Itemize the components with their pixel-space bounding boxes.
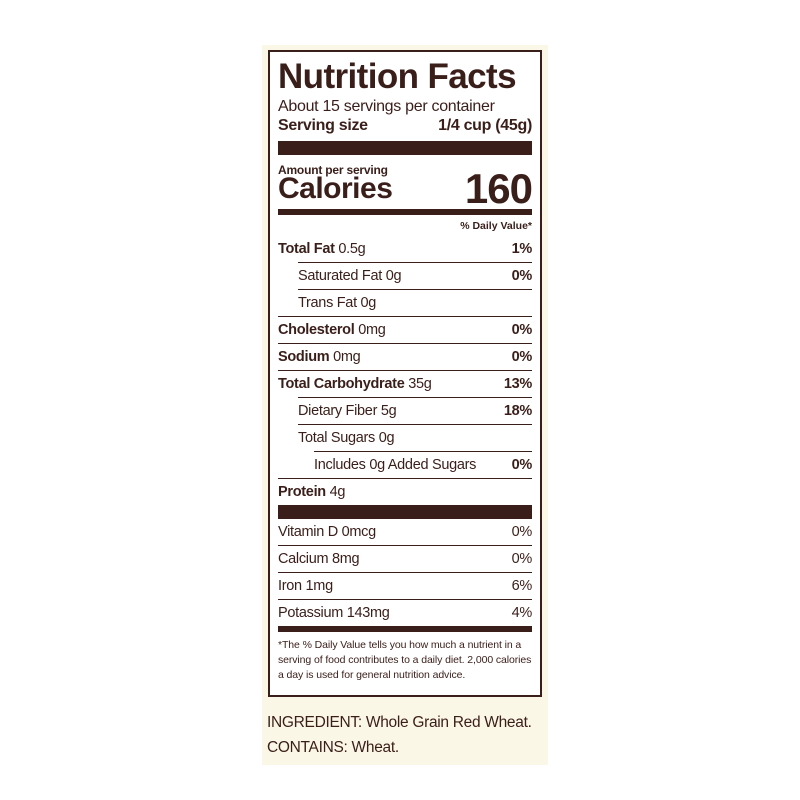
nutrient-row: Calcium 8mg 0% xyxy=(278,545,532,572)
nutrient-name: Protein xyxy=(278,484,326,500)
nutrient-row: Saturated Fat 0g 0% xyxy=(298,262,532,289)
daily-value: 6% xyxy=(511,578,533,594)
nutrient-row: Includes 0g Added Sugars 0% xyxy=(314,451,532,478)
nutrient: Cholesterol 0mg xyxy=(278,317,386,343)
nutrient-row: Total Fat 0.5g 1% xyxy=(278,236,532,262)
daily-value: 0% xyxy=(511,551,533,567)
daily-value-header: % Daily Value* xyxy=(460,220,532,232)
nutrient-amount: 8mg xyxy=(332,551,360,567)
nutrient-amount: 1mg xyxy=(305,578,334,594)
nutrient-amount: 0g xyxy=(360,295,377,311)
nutrient-row: Dietary Fiber 5g 18% xyxy=(298,397,532,424)
daily-value: 13% xyxy=(503,376,532,392)
amount-per-serving: Amount per serving xyxy=(278,163,388,177)
nutrient-amount: 0.5g xyxy=(338,241,366,257)
nutrient: Trans Fat 0g xyxy=(298,290,376,316)
divider xyxy=(278,626,532,632)
nutrient-name: Iron xyxy=(278,578,302,594)
daily-value: 0% xyxy=(511,322,533,338)
nutrient-name: Saturated Fat xyxy=(298,268,382,284)
nutrient-name: Sodium xyxy=(278,349,330,365)
nutrient-name: Total Fat xyxy=(278,241,335,257)
daily-value: 0% xyxy=(511,268,533,284)
daily-value: 0% xyxy=(511,524,533,540)
nutrient: Total Carbohydrate 35g xyxy=(278,371,432,397)
nutrient-row: Trans Fat 0g xyxy=(298,289,532,316)
calories-label: Calories xyxy=(278,172,393,205)
nutrient-row: Total Sugars 0g xyxy=(298,424,532,451)
ingredients: INGREDIENT: Whole Grain Red Wheat. CONTA… xyxy=(267,714,532,756)
nutrient-name: Calcium xyxy=(278,551,329,567)
nutrient-row: Potassium 143mg 4% xyxy=(278,599,532,626)
nutrient-name: Dietary Fiber xyxy=(298,403,378,419)
nutrient-amount: 35g xyxy=(408,376,432,392)
nutrient-row: Cholesterol 0mg 0% xyxy=(278,316,532,343)
title: Nutrition Facts xyxy=(278,57,517,96)
daily-value: 4% xyxy=(511,605,533,621)
nutrient: Includes 0g Added Sugars xyxy=(314,452,476,478)
nutrient: Protein 4g xyxy=(278,479,345,505)
divider xyxy=(278,505,532,519)
nutrient-amount: 0mcg xyxy=(341,524,377,540)
daily-value: 0% xyxy=(511,457,533,473)
nutrient-amount: 143mg xyxy=(346,605,390,621)
nutrient-name: Cholesterol xyxy=(278,322,355,338)
daily-value: 1% xyxy=(511,241,533,257)
nutrient-name: Total Sugars xyxy=(298,430,375,446)
nutrient-name: Vitamin D xyxy=(278,524,338,540)
nutrient: Calcium 8mg xyxy=(278,546,360,572)
nutrient: Dietary Fiber 5g xyxy=(298,398,397,424)
nutrient-name: Potassium xyxy=(278,605,343,621)
divider xyxy=(278,209,532,215)
calories: Calories 160 xyxy=(278,165,533,212)
servings: About 15 servings per container xyxy=(278,98,495,115)
nutrient-amount: 0g xyxy=(385,268,402,284)
nutrient-amount: 5g xyxy=(380,403,397,419)
nutrient: Total Fat 0.5g xyxy=(278,236,366,262)
nutrient: Iron 1mg xyxy=(278,573,333,599)
nutrient-amount: 0mg xyxy=(333,349,361,365)
nutrient-name: Trans Fat xyxy=(298,295,357,311)
nutrient: Vitamin D 0mcg xyxy=(278,519,376,545)
nutrient: Sodium 0mg xyxy=(278,344,361,370)
vitamin-list: Vitamin D 0mcg 0% Calcium 8mg 0% Iron 1mg 6% P… xyxy=(278,519,532,626)
daily-value: 0% xyxy=(511,349,533,365)
footnote: *The % Daily Value tells you how much a … xyxy=(278,639,532,681)
nutrient-amount: 4g xyxy=(329,484,346,500)
nutrient-row: Protein 4g xyxy=(278,478,532,505)
serving-size-label: Serving size xyxy=(278,117,368,134)
nutrition-label: Nutrition Facts About 15 servings per co… xyxy=(268,50,542,697)
nutrient: Total Sugars 0g xyxy=(298,425,395,451)
divider xyxy=(278,141,532,155)
nutrient-list: Total Fat 0.5g 1% Saturated Fat 0g 0% Trans … xyxy=(278,236,532,505)
nutrient: Saturated Fat 0g xyxy=(298,263,402,289)
serving-size-value: 1/4 cup (45g) xyxy=(438,117,532,134)
daily-value: 18% xyxy=(503,403,532,419)
nutrient-name: Includes 0g Added Sugars xyxy=(314,457,477,473)
nutrient-amount: 0mg xyxy=(358,322,386,338)
nutrient-row: Sodium 0mg 0% xyxy=(278,343,532,370)
calories-value: 160 xyxy=(464,165,533,212)
nutrient-amount: 0g xyxy=(378,430,395,446)
nutrient-row: Total Carbohydrate 35g 13% xyxy=(278,370,532,397)
nutrient: Potassium 143mg xyxy=(278,600,390,626)
nutrient-row: Vitamin D 0mcg 0% xyxy=(278,519,532,545)
nutrient-name: Total Carbohydrate xyxy=(278,376,405,392)
nutrient-row: Iron 1mg 6% xyxy=(278,572,532,599)
serving-size: Serving size 1/4 cup (45g) xyxy=(278,117,532,135)
